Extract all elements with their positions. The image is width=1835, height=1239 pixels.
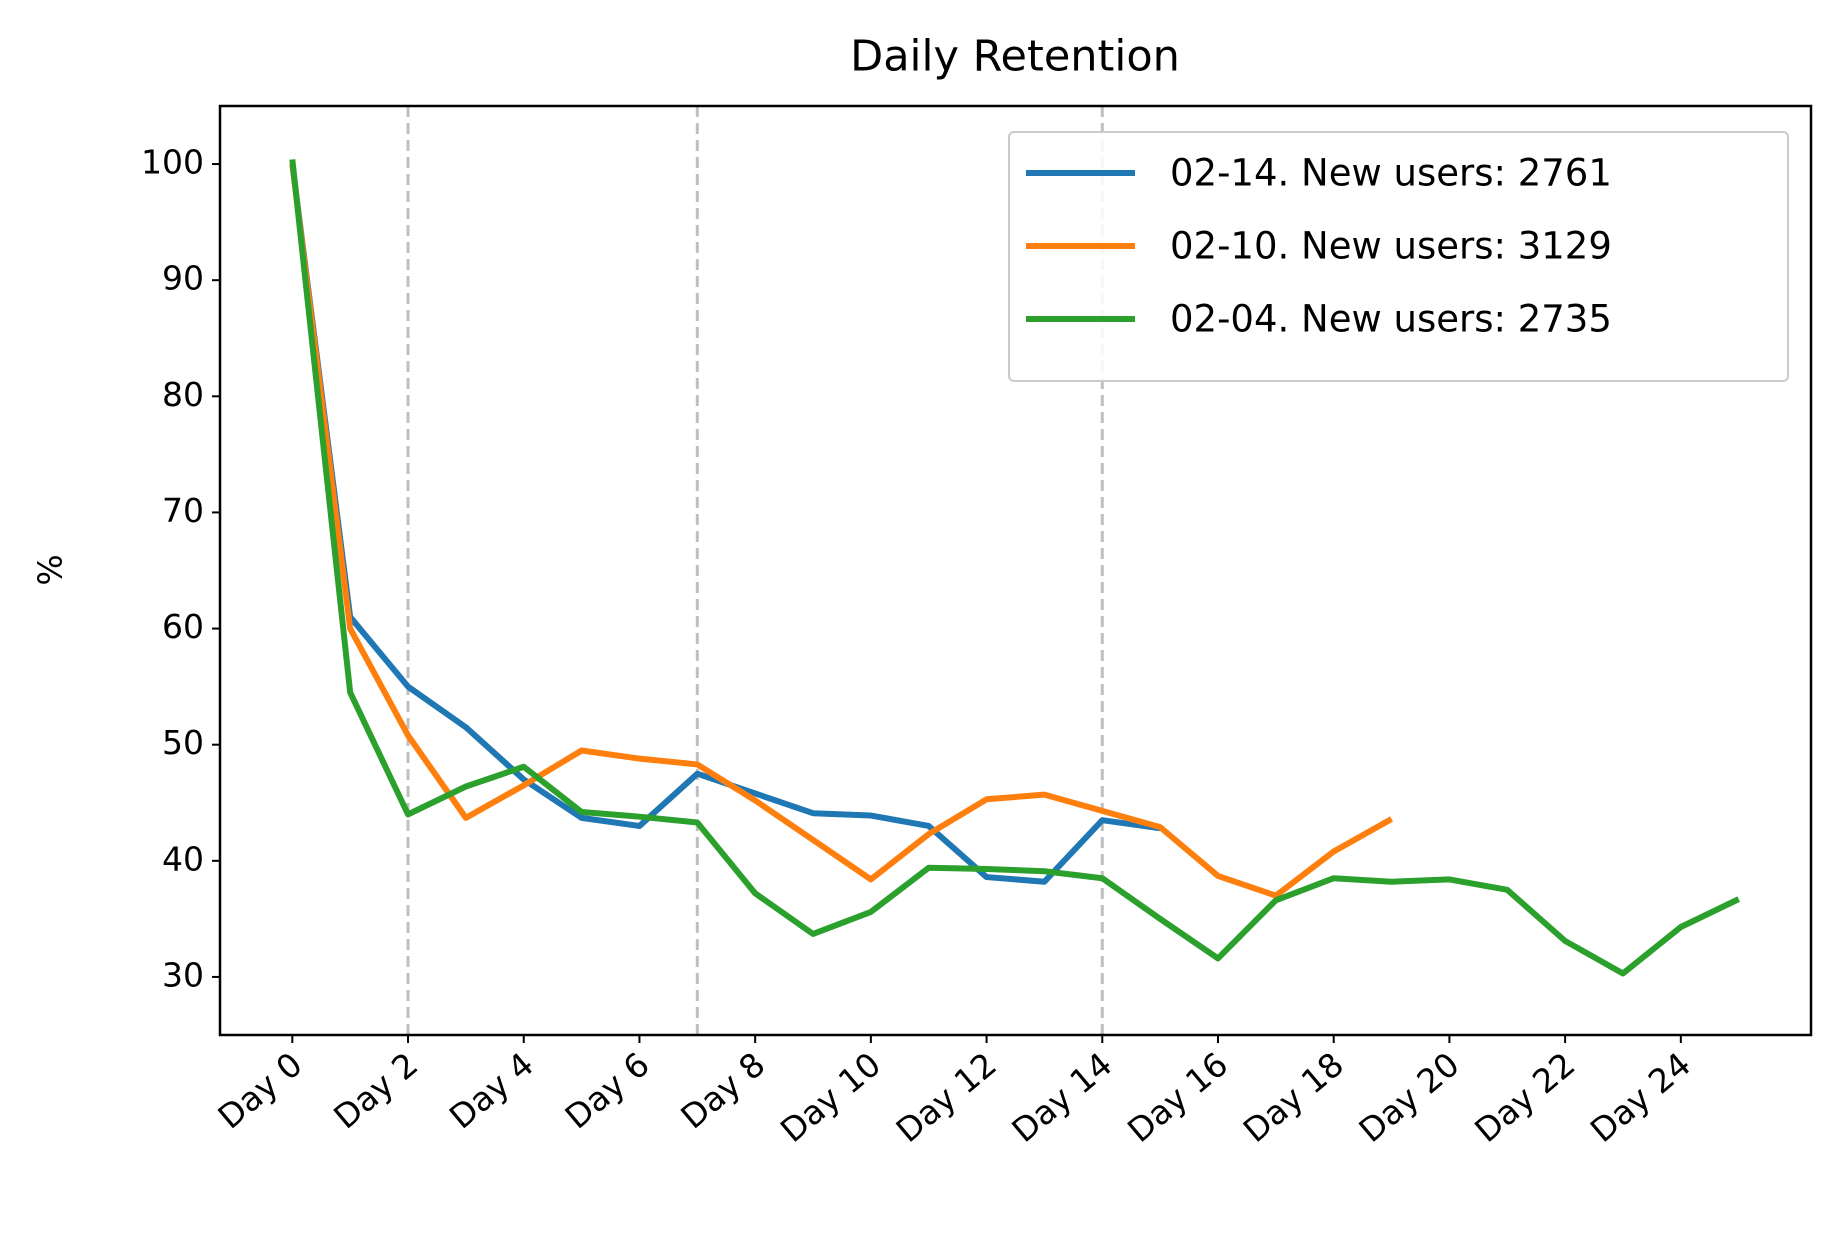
legend-label: 02-10. New users: 3129	[1170, 225, 1612, 268]
y-tick-label: 30	[162, 955, 204, 994]
y-tick-label: 90	[162, 259, 204, 298]
series-line	[289, 159, 1740, 977]
y-tick-label: 60	[162, 607, 204, 646]
y-tick-label: 70	[162, 491, 204, 530]
legend-label: 02-14. New users: 2761	[1170, 152, 1612, 195]
y-tick-label: 40	[162, 839, 204, 878]
series-line	[289, 163, 1394, 899]
y-tick-label: 50	[162, 723, 204, 762]
y-tick-label: 100	[141, 143, 204, 182]
legend-label: 02-04. New users: 2735	[1170, 298, 1612, 341]
y-axis-label: %	[31, 554, 70, 585]
legend-box	[1008, 131, 1789, 382]
plot-frame	[218, 104, 1813, 1037]
y-tick-label: 80	[162, 375, 204, 414]
chart-title: Daily Retention	[850, 32, 1180, 82]
